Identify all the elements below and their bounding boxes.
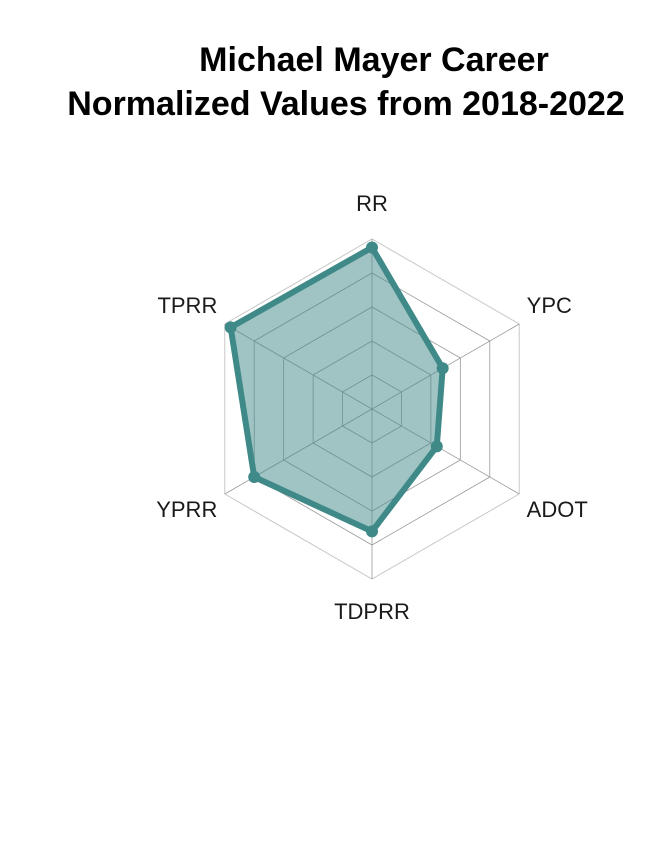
- axis-label-adot: ADOT: [527, 497, 588, 522]
- axis-label-yprr: YPRR: [156, 497, 217, 522]
- point-ypc: [436, 362, 449, 375]
- point-rr: [366, 241, 378, 254]
- point-tprr: [224, 321, 237, 334]
- point-tdprr: [366, 525, 378, 538]
- point-yprr: [248, 471, 261, 483]
- axis-label-rr: RR: [356, 191, 388, 216]
- chart-title-line-2: Normalized Values from 2018-2022: [67, 85, 625, 123]
- point-adot: [430, 440, 443, 453]
- axis-label-tprr: TPRR: [157, 293, 217, 318]
- axis-label-ypc: YPC: [527, 293, 572, 318]
- chart-title: Michael Mayer Career Normalized Values f…: [0, 38, 668, 126]
- radar-axis-labels: RR YPC ADOT TDPRR YPRR TPRR: [156, 191, 588, 624]
- axis-label-tdprr: TDPRR: [334, 599, 410, 624]
- chart-title-line-1: Michael Mayer Career: [199, 41, 549, 79]
- radar-series: [224, 241, 449, 538]
